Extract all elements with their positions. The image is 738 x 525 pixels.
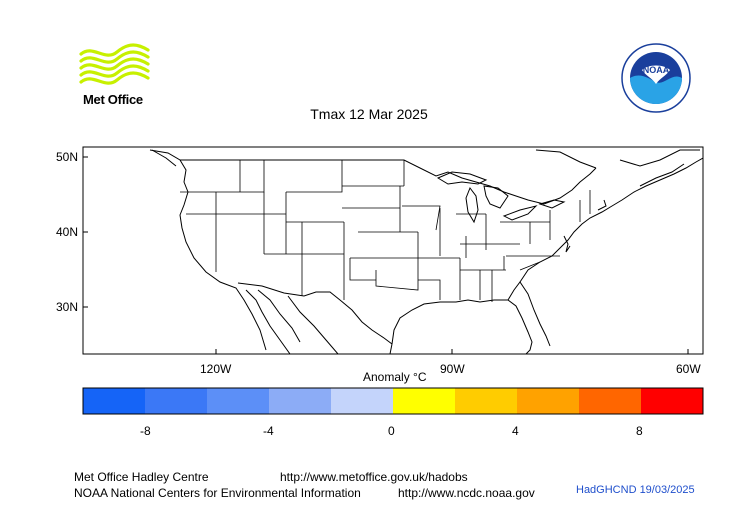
colorbar-cell [455, 388, 517, 414]
colorbar-tick-label: -8 [140, 424, 151, 438]
footer-org-noaa: NOAA National Centers for Environmental … [74, 486, 361, 500]
lake-huron [483, 185, 509, 209]
pacific-coastline [149, 149, 267, 351]
lat-label-40n: 40N [56, 225, 79, 239]
colorbar-tick-label: 4 [512, 424, 519, 438]
colorbar-cell [641, 388, 703, 414]
colorbar-cell [269, 388, 331, 414]
colorbar-cell [207, 388, 269, 414]
lake-superior [436, 171, 488, 185]
noaa-logo: NOAA [621, 43, 691, 113]
colorbar-tick-label: 8 [636, 424, 643, 438]
footer-org-metoffice: Met Office Hadley Centre [74, 470, 209, 484]
dataset-stamp: HadGHCND 19/03/2025 [576, 484, 695, 496]
colorbar-cell [83, 388, 145, 414]
gulf-st-lawrence [619, 149, 700, 167]
us-mexico-border [237, 282, 393, 345]
gulf-coastline [391, 299, 533, 354]
chesapeake-bay [563, 235, 571, 253]
colorbar-cell [393, 388, 455, 414]
noaa-wordmark: NOAA [643, 65, 670, 75]
colorbar-cell [145, 388, 207, 414]
mexico-gulf-coast [389, 343, 393, 354]
lake-erie [502, 205, 538, 221]
atlantic-coastline [519, 157, 703, 283]
florida-coast [507, 281, 551, 347]
colorbar-label: Anomaly °C [363, 370, 427, 384]
nova-scotia [639, 163, 685, 187]
colorbar-cell [517, 388, 579, 414]
colorbar-frame [82, 387, 704, 415]
colorbar-tick-label: -4 [263, 424, 274, 438]
lon-label-90w: 90W [440, 362, 465, 376]
gulf-of-california [257, 289, 301, 343]
footer-url-noaa[interactable]: http://www.ncdc.noaa.gov [398, 486, 535, 500]
met-office-wordmark: Met Office [83, 92, 143, 107]
mexico-west-coast [287, 295, 339, 354]
lat-label-30n: 30N [56, 300, 79, 314]
lon-label-120w: 120W [200, 362, 232, 376]
vancouver-island [151, 149, 177, 167]
lat-label-50n: 50N [56, 150, 79, 164]
cape-cod [597, 199, 607, 211]
colorbar-tick-label: 0 [388, 424, 395, 438]
lake-ontario [538, 199, 566, 209]
hudson-bay-shore [535, 149, 597, 169]
map-title: Tmax 12 Mar 2025 [310, 106, 428, 122]
colorbar-cell [331, 388, 393, 414]
map-frame [82, 146, 704, 355]
lon-label-60w: 60W [676, 362, 701, 376]
baja-peninsula [245, 289, 291, 354]
us-canada-border [180, 159, 597, 205]
lake-michigan [465, 186, 479, 224]
colorbar-cell [579, 388, 641, 414]
footer-url-metoffice[interactable]: http://www.metoffice.gov.uk/hadobs [280, 470, 468, 484]
met-office-logo [79, 43, 150, 85]
